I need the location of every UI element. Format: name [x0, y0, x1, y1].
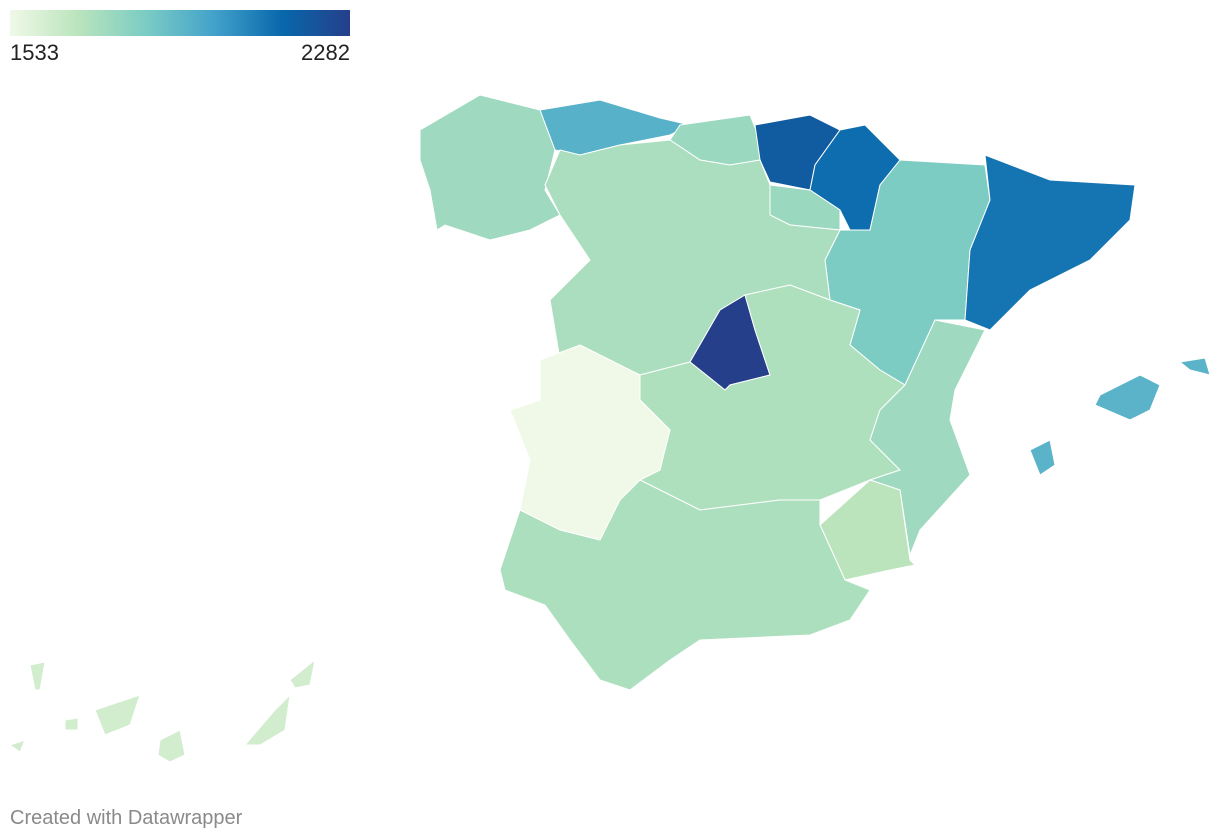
- region[interactable]: [499, 479, 871, 691]
- region[interactable]: [819, 479, 917, 581]
- legend-gradient: [10, 10, 350, 36]
- region[interactable]: [8, 658, 316, 763]
- region[interactable]: [964, 154, 1136, 331]
- legend-max: 2282: [301, 40, 350, 65]
- footer: Created with Datawrapper: [10, 807, 243, 829]
- region[interactable]: [419, 94, 561, 241]
- regions: [8, 94, 1211, 763]
- legend-min: 1533: [10, 40, 59, 65]
- region[interactable]: [1029, 357, 1211, 476]
- region[interactable]: [544, 139, 841, 376]
